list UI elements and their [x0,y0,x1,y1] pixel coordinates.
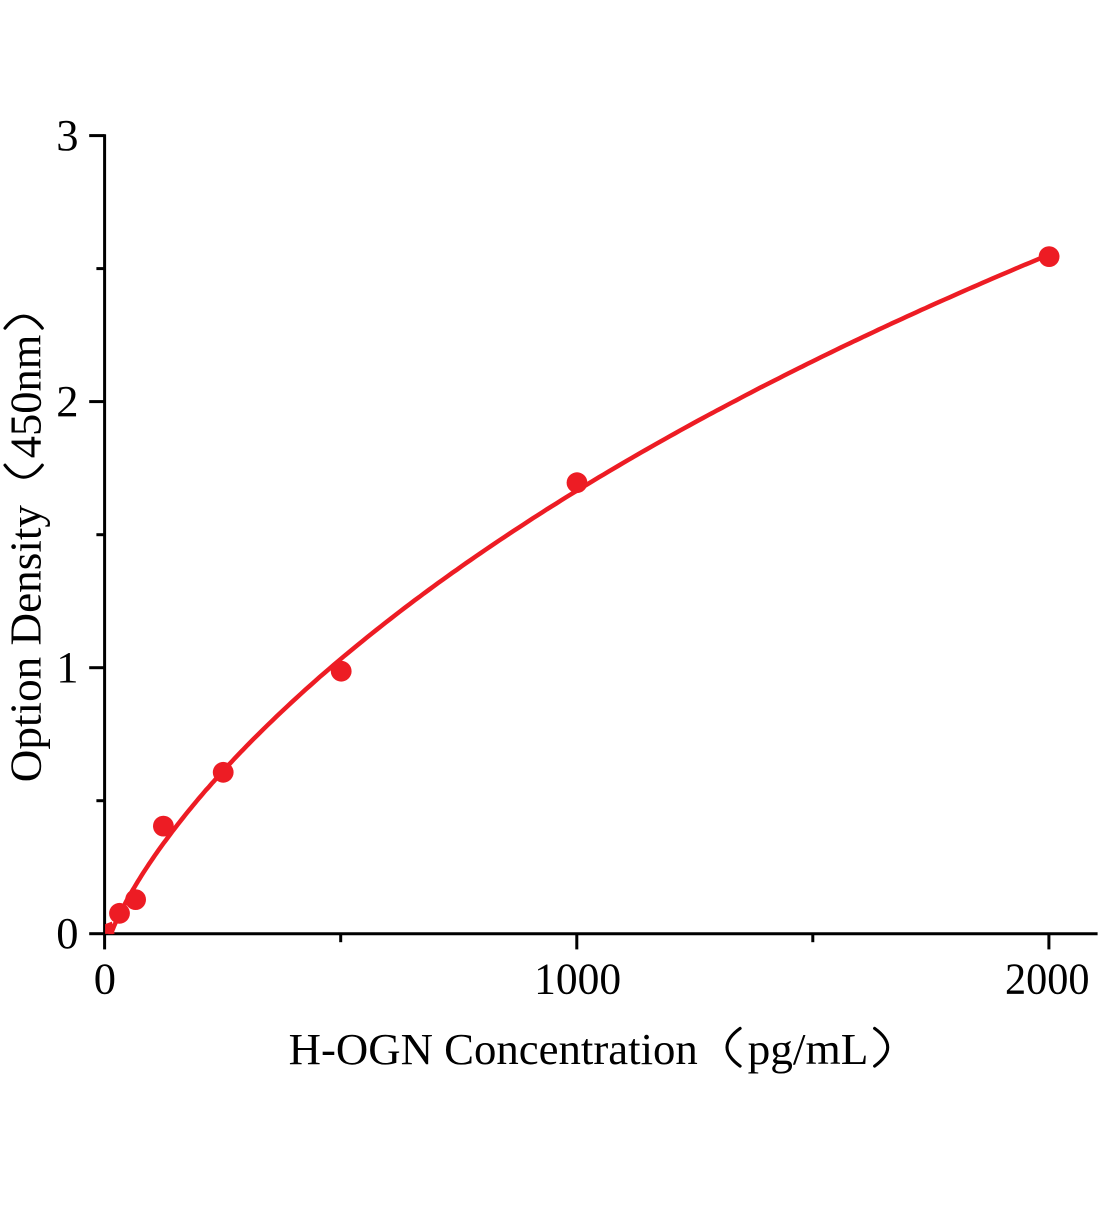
svg-text:450nm: 450nm [0,335,50,459]
svg-text:H-OGN Concentration: H-OGN Concentration [289,1024,698,1074]
svg-text:2: 2 [56,376,78,426]
svg-text:1: 1 [56,642,78,692]
svg-text:1000: 1000 [534,954,621,1004]
svg-text:2000: 2000 [1005,954,1090,1004]
svg-text:0: 0 [94,954,116,1004]
svg-text:0: 0 [56,908,78,958]
svg-text:pg/mL: pg/mL [748,1024,869,1074]
svg-text:3: 3 [56,110,78,160]
svg-text:Option Density: Option Density [0,504,50,782]
